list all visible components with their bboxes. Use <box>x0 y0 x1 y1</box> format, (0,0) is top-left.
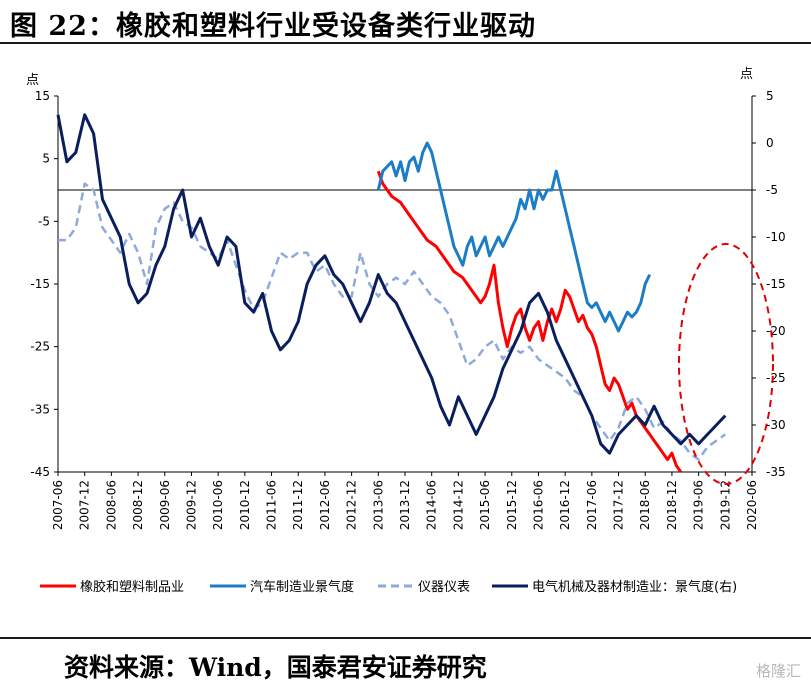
series-line-电气机械及器材制造业：景气度(右) <box>56 113 727 455</box>
x-tick-label: 2009-06 <box>158 480 172 530</box>
left-tick-label: 5 <box>42 152 50 166</box>
right-tick-label: -30 <box>766 418 786 432</box>
right-tick-label: -35 <box>766 465 786 479</box>
x-tick-label: 2011-06 <box>265 480 279 530</box>
right-tick-label: -20 <box>766 324 786 338</box>
series-line-汽车制造业景气度 <box>376 141 652 333</box>
source-divider <box>0 637 811 639</box>
x-tick-label: 2011-12 <box>291 480 305 530</box>
chart-area: 点点155-5-15-25-35-4550-5-10-15-20-25-30-3… <box>26 67 786 595</box>
x-tick-label: 2012-12 <box>345 480 359 530</box>
legend-label: 仪器仪表 <box>418 580 470 595</box>
left-tick-label: 15 <box>35 89 50 103</box>
x-tick-label: 2008-06 <box>104 480 118 530</box>
x-tick-label: 2015-12 <box>505 480 519 530</box>
title-divider <box>0 42 811 44</box>
right-tick-label: -5 <box>766 183 778 197</box>
x-tick-label: 2014-12 <box>451 480 465 530</box>
x-tick-label: 2017-06 <box>585 480 599 530</box>
left-tick-label: -35 <box>30 402 50 416</box>
left-tick-label: -45 <box>30 465 50 479</box>
x-tick-label: 2017-12 <box>612 480 626 530</box>
left-tick-label: -15 <box>30 277 50 291</box>
left-tick-label: -25 <box>30 340 50 354</box>
x-tick-label: 2014-06 <box>425 480 439 530</box>
right-tick-label: -10 <box>766 230 786 244</box>
series-line-橡胶和塑料制品业 <box>376 170 683 473</box>
x-tick-label: 2007-12 <box>78 480 92 530</box>
right-tick-label: -25 <box>766 371 786 385</box>
x-tick-label: 2016-06 <box>531 480 545 530</box>
left-tick-label: -5 <box>38 214 50 228</box>
left-axis-unit: 点 <box>26 73 39 88</box>
x-tick-label: 2016-12 <box>558 480 572 530</box>
right-tick-label: -15 <box>766 277 786 291</box>
x-tick-label: 2010-06 <box>211 480 225 530</box>
legend-label: 电气机械及器材制造业：景气度(右) <box>532 579 737 595</box>
x-tick-label: 2013-06 <box>371 480 385 530</box>
chart-title: 图 22：橡胶和塑料行业受设备类行业驱动 <box>10 11 536 42</box>
x-tick-label: 2007-06 <box>51 480 65 530</box>
right-tick-label: 5 <box>766 89 774 103</box>
x-tick-label: 2018-06 <box>638 480 652 530</box>
x-tick-label: 2013-12 <box>398 480 412 530</box>
legend-label: 汽车制造业景气度 <box>250 579 354 595</box>
x-tick-label: 2009-12 <box>184 480 198 530</box>
x-tick-label: 2019-12 <box>718 480 732 530</box>
x-tick-label: 2012-06 <box>318 480 332 530</box>
x-tick-label: 2015-06 <box>478 480 492 530</box>
series-line-仪器仪表 <box>58 182 727 461</box>
highlight-ellipse <box>678 243 774 485</box>
right-tick-label: 0 <box>766 136 774 150</box>
source-note: 资料来源：Wind，国泰君安证券研究 <box>64 653 487 682</box>
legend-label: 橡胶和塑料制品业 <box>80 579 184 595</box>
right-axis-unit: 点 <box>740 67 753 82</box>
x-tick-label: 2010-12 <box>238 480 252 530</box>
x-tick-label: 2018-12 <box>665 480 679 530</box>
watermark-logo: 格隆汇 <box>755 662 801 680</box>
x-tick-label: 2019-06 <box>692 480 706 530</box>
x-tick-label: 2020-06 <box>745 480 759 530</box>
x-tick-label: 2008-12 <box>131 480 145 530</box>
